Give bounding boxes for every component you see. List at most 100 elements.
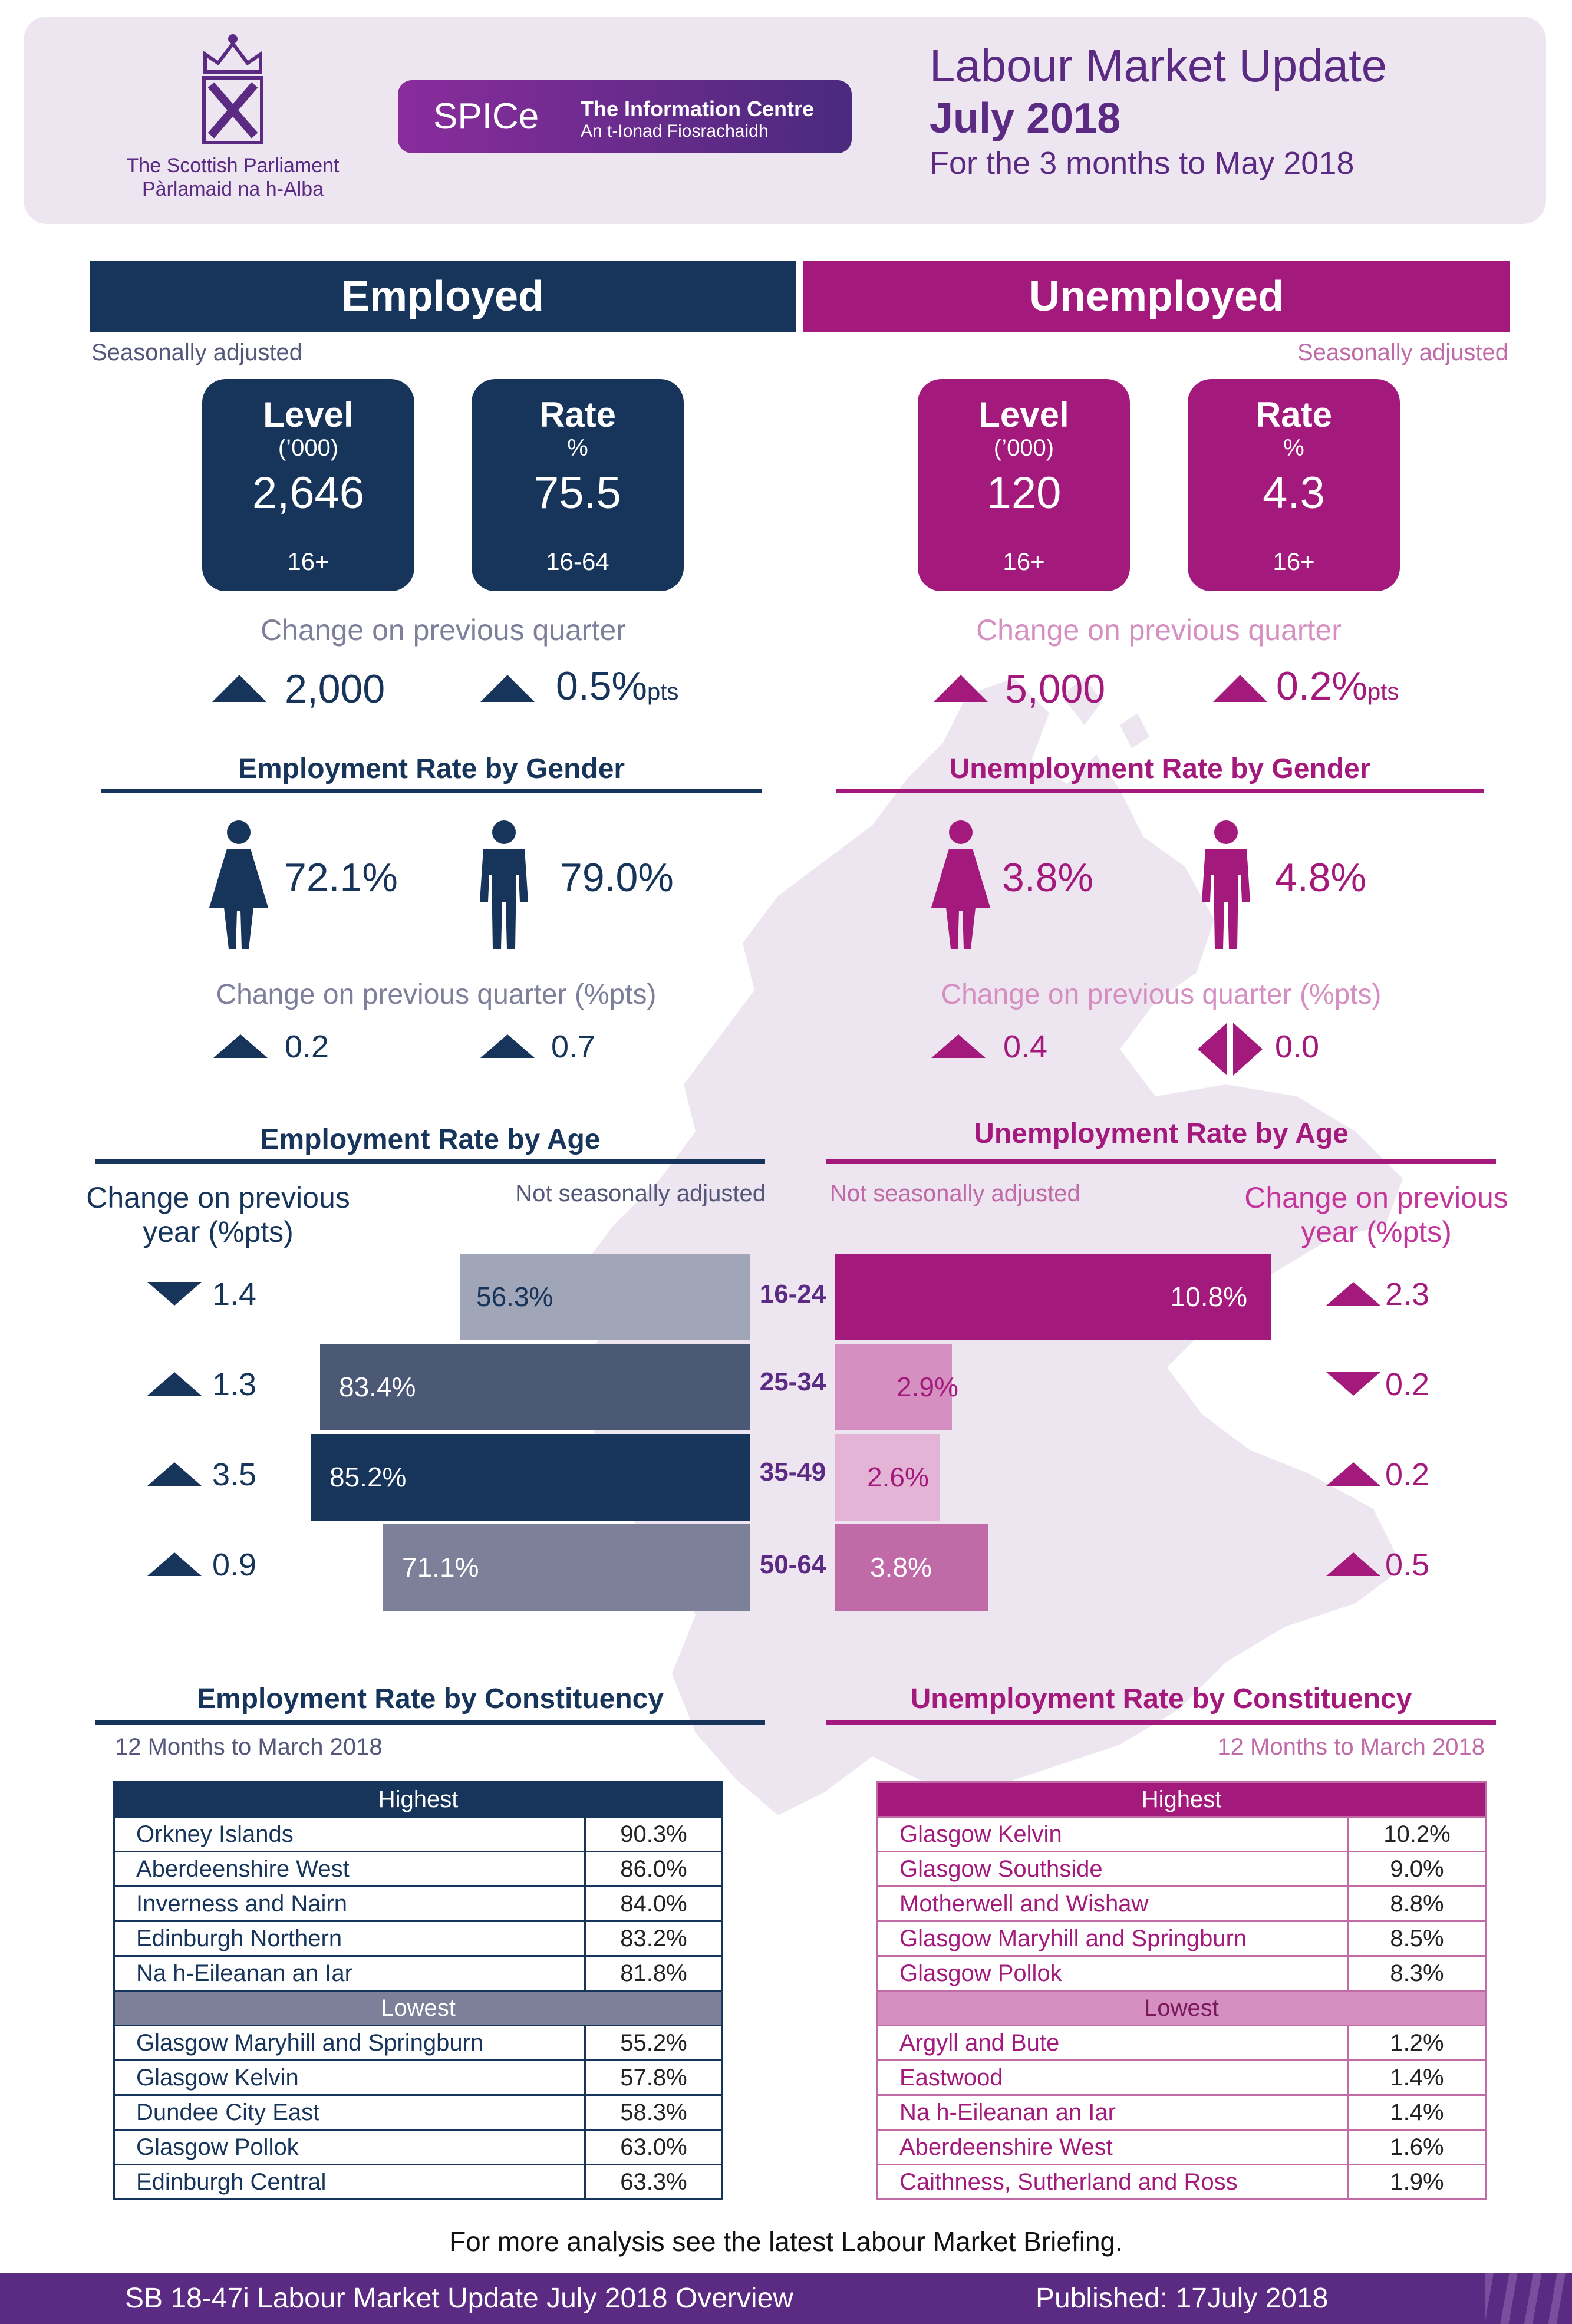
unemp-const-period: 12 Months to March 2018	[1217, 1734, 1485, 1760]
table-row: Na h-Eileanan an Iar 1.4%	[876, 2094, 1487, 2131]
constituency-name: Orkney Islands	[113, 1816, 586, 1852]
table-row: Orkney Islands 90.3%	[113, 1816, 723, 1852]
employed-rate-up-icon	[480, 675, 535, 702]
emp-age-change-label: Change on previous year (%pts)	[71, 1181, 365, 1249]
table-row: Glasgow Maryhill and Springburn 8.5%	[876, 1920, 1487, 1957]
table-row: Glasgow Kelvin 57.8%	[113, 2059, 723, 2096]
parliament-name-gd: Pàrlamaid na h-Alba	[141, 178, 324, 200]
emp-age-change-label-line1: Change on previous	[86, 1181, 350, 1214]
employed-sa-note: Seasonally adjusted	[91, 339, 303, 365]
emp-female-value: 72.1%	[284, 855, 398, 900]
emp-female-up-icon	[213, 1034, 268, 1058]
unemp-female-value: 3.8%	[1002, 855, 1093, 900]
constituency-name: Eastwood	[876, 2059, 1349, 2096]
constituency-name: Na h-Eileanan an Iar	[876, 2094, 1349, 2131]
footer-bar: SB 18-47i Labour Market Update July 2018…	[0, 2273, 1572, 2324]
constituency-value: 8.3%	[1347, 1955, 1487, 1992]
unemp-female-change: 0.4	[1003, 1029, 1048, 1064]
emp-male-value: 79.0%	[560, 855, 674, 900]
unemployed-rate-unit: %	[1283, 435, 1304, 461]
table-row: Glasgow Kelvin 10.2%	[876, 1816, 1487, 1852]
constituency-value: 8.5%	[1347, 1920, 1487, 1957]
constituency-name: Glasgow Kelvin	[876, 1816, 1349, 1852]
emp-const-rule	[95, 1720, 765, 1725]
table-row: Inverness and Nairn 84.0%	[113, 1885, 723, 1922]
emp-const-title: Employment Rate by Constituency	[196, 1683, 664, 1715]
table-row: Edinburgh Central 63.3%	[113, 2164, 723, 2200]
employed-rate-change-unit: pts	[647, 679, 679, 705]
unemployed-rate-up-icon	[1213, 675, 1267, 702]
footer-published: Published: 17July 2018	[1036, 2283, 1329, 2314]
unemp-female-up-icon	[931, 1034, 986, 1058]
spice-logo[interactable]: SPICe The Information Centre An t-Ionad …	[398, 80, 852, 153]
table-row: Aberdeenshire West 1.6%	[876, 2129, 1487, 2165]
constituency-value: 57.8%	[584, 2059, 723, 2096]
unemployed-level-change: 5,000	[1005, 667, 1106, 711]
emp-age-nsa-note: Not seasonally adjusted	[515, 1181, 766, 1206]
spice-title: The Information Centre	[581, 97, 815, 121]
spice-subtitle: An t-Ionad Fiosrachaidh	[581, 121, 769, 141]
table-row: Na h-Eileanan an Iar 81.8%	[113, 1955, 723, 1992]
constituency-value: 84.0%	[584, 1885, 723, 1922]
table-row: Glasgow Pollok 8.3%	[876, 1955, 1487, 1992]
constituency-name: Edinburgh Central	[113, 2164, 586, 2200]
female-icon	[209, 820, 268, 949]
unemployed-rate-value: 4.3	[1263, 468, 1325, 518]
table-row: Eastwood 1.4%	[876, 2059, 1487, 2096]
employed-level-value: 2,646	[252, 468, 365, 518]
constituency-name: Glasgow Southside	[876, 1851, 1349, 1887]
table-row: Dundee City East 58.3%	[113, 2094, 723, 2131]
unemp-const-table: Highest Glasgow Kelvin 10.2% Glasgow Souths…	[876, 1781, 1487, 2200]
constituency-value: 63.3%	[584, 2164, 723, 2200]
unemp-age-rule	[826, 1159, 1496, 1164]
unemp-const-rule	[826, 1720, 1496, 1725]
unemp-age-change-label: Change on previous year (%pts)	[1229, 1181, 1524, 1249]
table-row: Motherwell and Wishaw 8.8%	[876, 1885, 1487, 1922]
constituency-name: Argyll and Bute	[876, 2025, 1349, 2061]
constituency-name: Edinburgh Northern	[113, 1920, 586, 1957]
constituency-value: 10.2%	[1347, 1816, 1487, 1852]
unemployed-sa-note: Seasonally adjusted	[1297, 339, 1508, 365]
employed-rate-title: Rate	[539, 395, 617, 434]
emp-const-table: Highest Orkney Islands 90.3% Aberdeenshire …	[113, 1781, 723, 2200]
constituency-name: Na h-Eileanan an Iar	[113, 1955, 586, 1992]
constituency-name: Glasgow Pollok	[876, 1955, 1349, 1992]
more-analysis-note[interactable]: For more analysis see the latest Labour …	[449, 2226, 1123, 2257]
unemp-gender-rule	[836, 789, 1484, 793]
constituency-name: Aberdeenshire West	[113, 1851, 586, 1887]
emp-age-rule	[95, 1159, 765, 1164]
constituency-value: 55.2%	[584, 2025, 723, 2061]
constituency-name: Glasgow Maryhill and Springburn	[876, 1920, 1349, 1957]
const-table-section-header: Lowest	[113, 1990, 723, 2026]
const-table-section-header: Lowest	[876, 1990, 1487, 2026]
unemployed-rate-change-unit: pts	[1367, 679, 1399, 705]
employed-level-up-icon	[212, 675, 266, 702]
employed-level-change: 2,000	[285, 667, 385, 711]
emp-gender-rule	[101, 789, 762, 793]
unemployed-level-unit: (’000)	[993, 435, 1054, 461]
constituency-name: Dundee City East	[113, 2094, 586, 2131]
employed-level-age: 16+	[287, 548, 329, 575]
unemployed-change-label: Change on previous quarter	[976, 614, 1342, 647]
unemp-age-change-label-line1: Change on previous	[1244, 1181, 1508, 1214]
emp-male-up-icon	[480, 1034, 535, 1058]
employed-rate-change: 0.5%	[556, 664, 647, 708]
constituency-value: 58.3%	[584, 2094, 723, 2131]
parliament-name-en: The Scottish Parliament	[126, 154, 340, 177]
employed-level-card: Level (’000) 2,646 16+	[202, 379, 414, 591]
constituency-value: 1.2%	[1347, 2025, 1487, 2061]
constituency-name: Glasgow Kelvin	[113, 2059, 586, 2096]
constituency-value: 1.9%	[1347, 2164, 1487, 2200]
male-icon	[480, 820, 528, 949]
unemployed-level-title: Level	[978, 395, 1069, 434]
unemp-male-change: 0.0	[1275, 1029, 1320, 1064]
no-change-icon	[1198, 1023, 1263, 1076]
table-row: Caithness, Sutherland and Ross 1.9%	[876, 2164, 1487, 2200]
unemployed-level-age: 16+	[1003, 548, 1045, 575]
constituency-name: Glasgow Pollok	[113, 2129, 586, 2165]
employed-level-title: Level	[263, 395, 354, 434]
constituency-value: 1.4%	[1347, 2059, 1487, 2096]
constituency-value: 1.6%	[1347, 2129, 1487, 2165]
table-row: Glasgow Maryhill and Springburn 55.2%	[113, 2025, 723, 2061]
